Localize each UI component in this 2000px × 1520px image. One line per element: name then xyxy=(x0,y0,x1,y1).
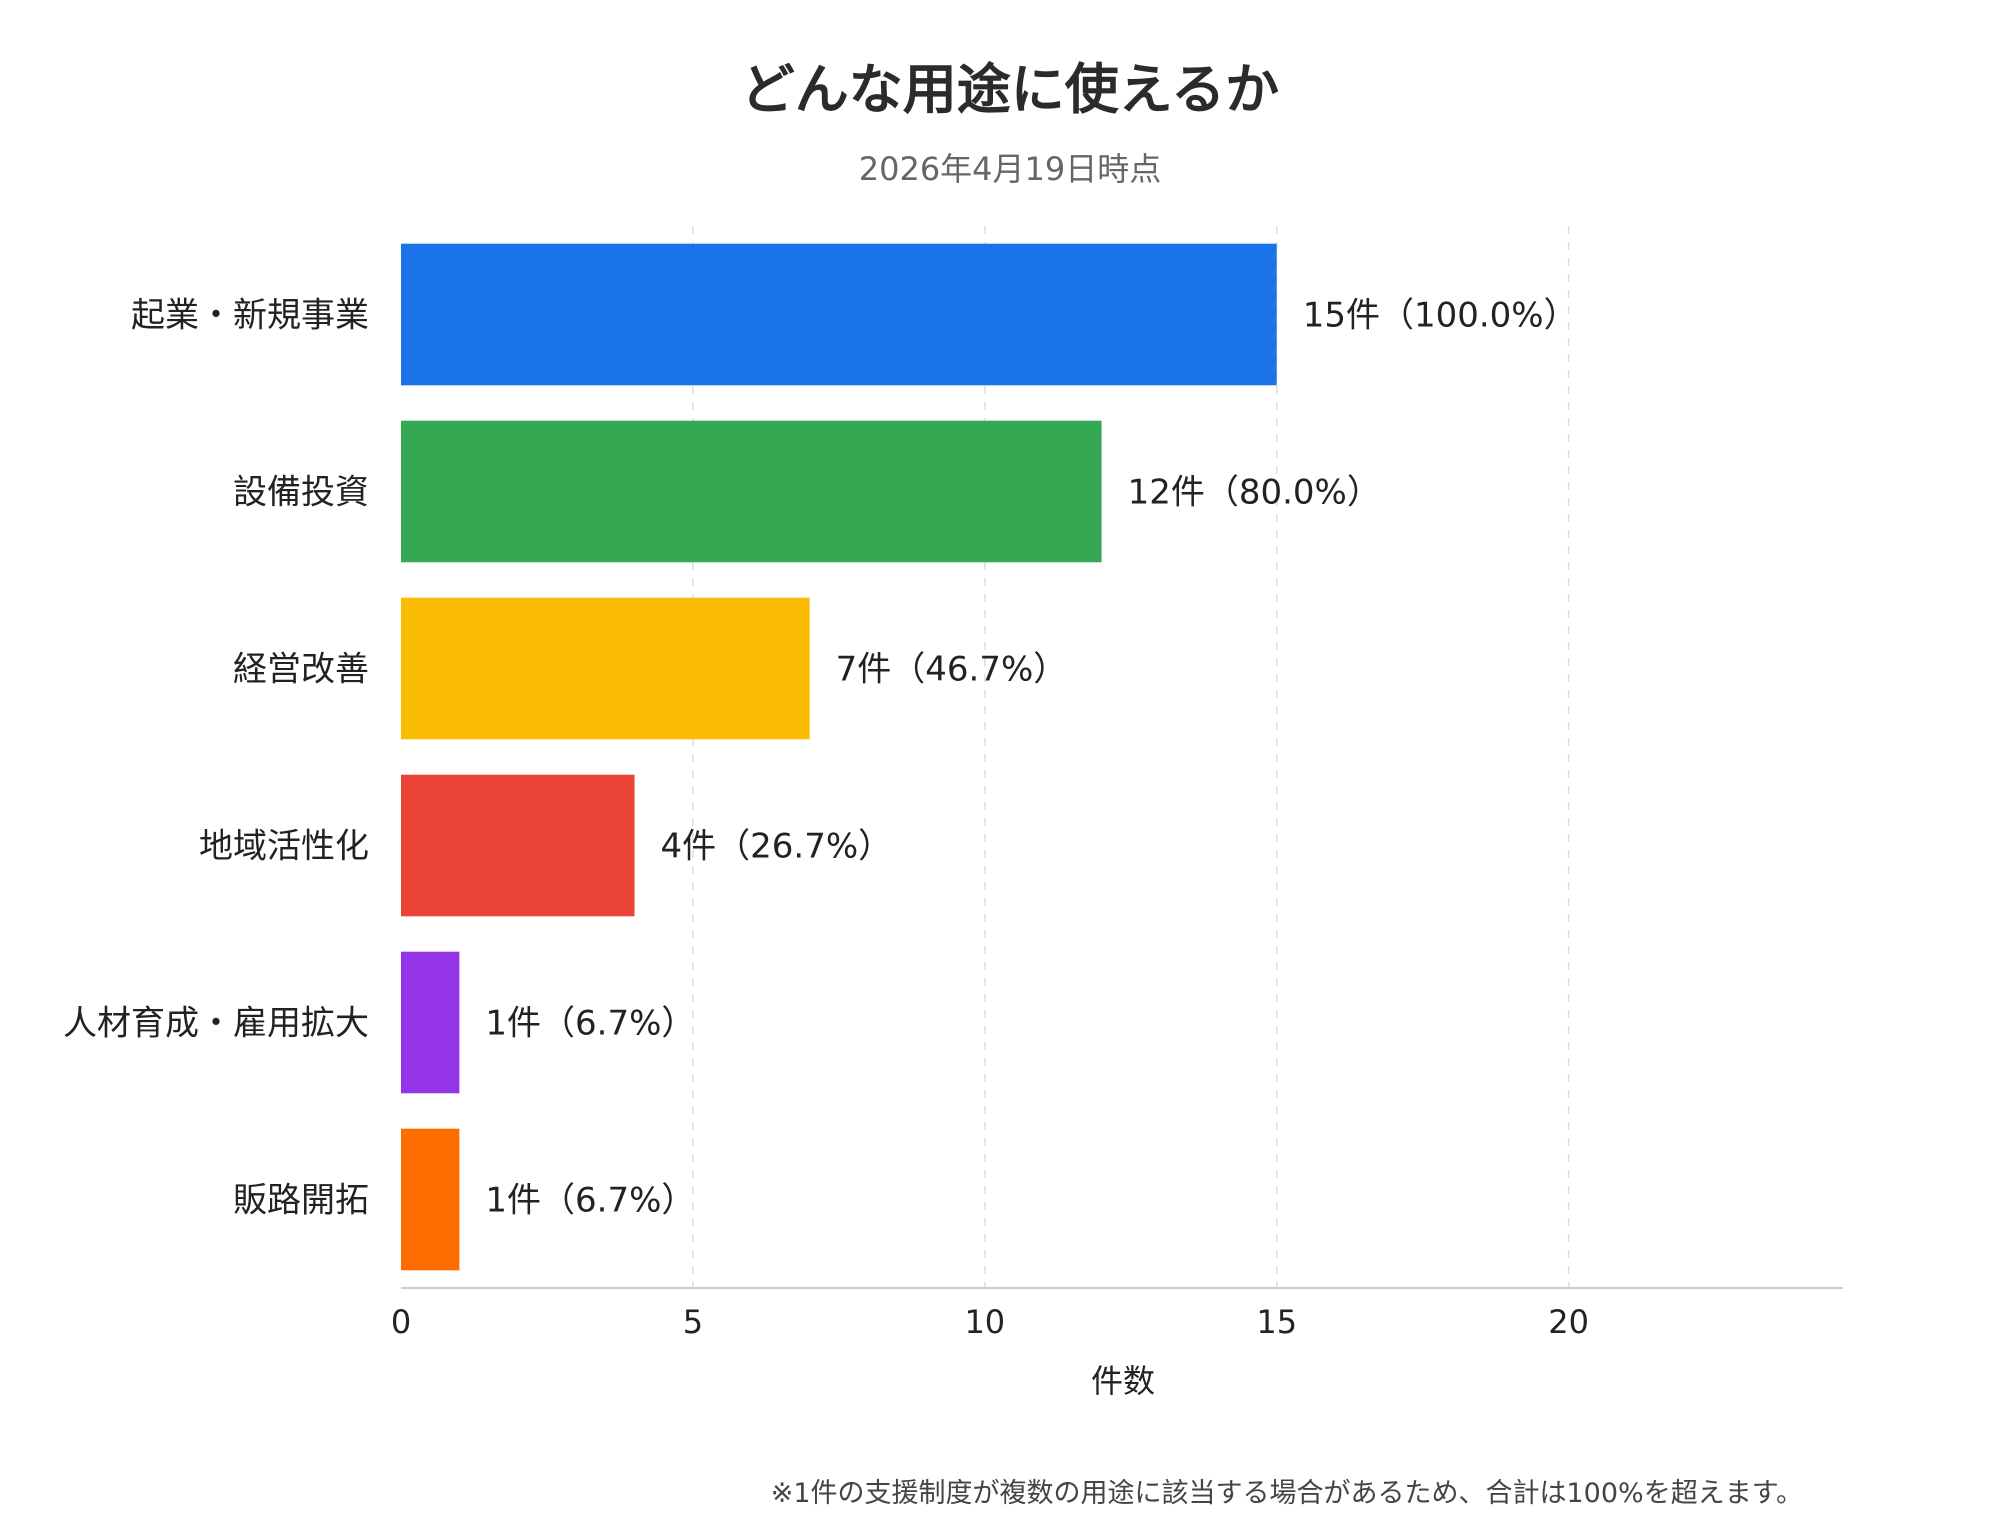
value-label-5: 1件（6.7%） xyxy=(485,1181,695,1221)
gridlines xyxy=(692,226,1570,1288)
category-label-4: 人材育成・雇用拡大 xyxy=(63,1004,369,1044)
category-label-2: 経営改善 xyxy=(233,650,369,690)
bar-3 xyxy=(401,774,635,917)
value-label-4: 1件（6.7%） xyxy=(485,1004,695,1044)
bar-2 xyxy=(401,597,810,740)
bar-1 xyxy=(401,420,1102,563)
bar-0 xyxy=(401,243,1277,386)
chart-title: どんな用途に使えるか xyxy=(741,58,1279,121)
category-label-0: 起業・新規事業 xyxy=(131,296,369,336)
category-label-1: 設備投資 xyxy=(233,473,369,513)
x-tick-label-3: 15 xyxy=(1256,1303,1297,1341)
x-tick-label-4: 20 xyxy=(1548,1303,1589,1341)
value-label-3: 4件（26.7%） xyxy=(661,827,893,867)
x-tick-label-1: 5 xyxy=(683,1303,703,1341)
bars xyxy=(401,243,1277,1271)
bar-4 xyxy=(401,951,460,1094)
category-label-3: 地域活性化 xyxy=(199,827,369,867)
x-axis-ticks: 0 5 10 15 20 xyxy=(391,1303,1589,1341)
x-axis-title: 件数 xyxy=(1091,1362,1155,1400)
value-label-0: 15件（100.0%） xyxy=(1303,296,1578,336)
bar-5 xyxy=(401,1128,460,1271)
value-label-1: 12件（80.0%） xyxy=(1128,473,1381,513)
x-tick-label-0: 0 xyxy=(391,1303,411,1341)
footnote: ※1件の支援制度が複数の用途に該当する場合があるため、合計は100%を超えます。 xyxy=(771,1478,1803,1509)
category-label-5: 販路開拓 xyxy=(233,1181,369,1221)
value-labels: 15件（100.0%） 12件（80.0%） 7件（46.7%） 4件（26.7%） 1… xyxy=(485,296,1577,1221)
chart-subtitle: 2026年4月19日時点 xyxy=(859,150,1162,188)
x-tick-label-2: 10 xyxy=(964,1303,1005,1341)
value-label-2: 7件（46.7%） xyxy=(836,650,1068,690)
